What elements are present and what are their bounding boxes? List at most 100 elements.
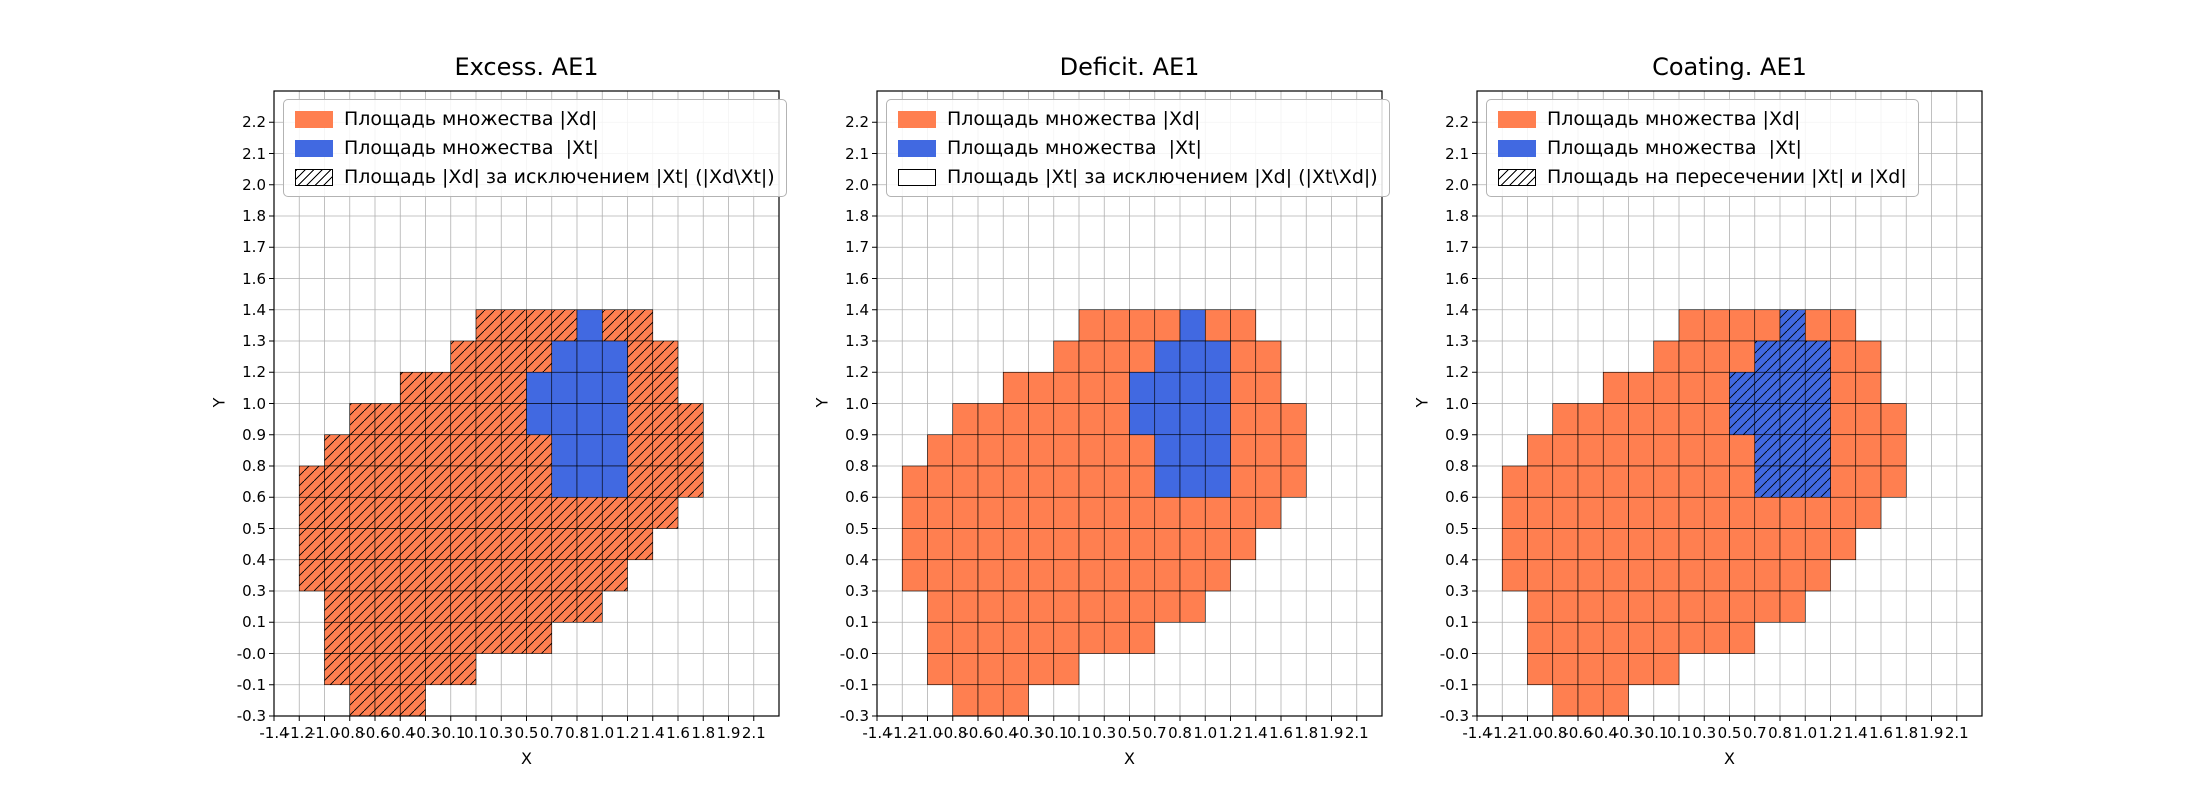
- y-tick-label: -0.1: [839, 675, 869, 694]
- legend-swatch-xd-icon: [295, 110, 333, 128]
- y-tick-label: 1.7: [1445, 238, 1469, 257]
- chart-title: Deficit. AE1: [1059, 53, 1200, 81]
- x-tick-label: 0.8: [1768, 724, 1792, 742]
- y-tick-label: 1.6: [1445, 269, 1469, 288]
- x-tick-label: 0.8: [565, 724, 589, 742]
- x-tick-label: 1.4: [1243, 724, 1268, 742]
- y-tick-label: 0.6: [1445, 488, 1469, 507]
- x-tick-label: 0.1: [464, 724, 488, 742]
- x-tick-label: 2.1: [741, 724, 766, 742]
- y-tick-label: 0.1: [1445, 613, 1469, 632]
- y-tick-label: 2.1: [1445, 144, 1469, 163]
- y-tick-label: -0.1: [1439, 675, 1469, 694]
- y-tick-label: 1.8: [242, 207, 266, 225]
- y-tick-label: 1.4: [845, 300, 869, 319]
- y-tick-label: 1.2: [1445, 363, 1469, 382]
- y-tick-label: 2.0: [1445, 175, 1469, 194]
- x-tick-label: -1.4: [259, 724, 289, 742]
- legend-label: Площадь на пересечении |Xt| и |Xd|: [1547, 166, 1907, 188]
- legend-swatch-hatch-icon: [295, 168, 333, 186]
- x-tick-label: -0.1: [1639, 724, 1669, 742]
- legend-label: Площадь множества |Xd|: [344, 108, 598, 130]
- x-tick-label: 1.8: [1894, 724, 1919, 742]
- x-tick-label: -0.6: [1563, 724, 1593, 742]
- x-tick-label: 1.6: [1869, 724, 1893, 742]
- y-tick-label: 1.7: [242, 238, 266, 257]
- x-tick-label: -0.1: [1039, 724, 1069, 742]
- y-tick-label: 1.6: [845, 269, 869, 288]
- y-tick-label: 1.0: [845, 394, 869, 413]
- x-tick-label: 0.3: [489, 724, 514, 742]
- x-tick-label: 0.3: [1092, 724, 1117, 742]
- y-tick-label: -0.3: [839, 707, 869, 725]
- x-tick-label: 1.0: [1793, 724, 1818, 742]
- x-tick-label: 0.1: [1067, 724, 1091, 742]
- legend-label: Площадь |Xd| за исключением |Xt| (|Xd\Xt…: [344, 166, 775, 188]
- y-tick-label: 1.4: [242, 300, 266, 319]
- x-tick-label: 1.9: [1919, 724, 1944, 742]
- x-axis-label: X: [1124, 749, 1135, 768]
- legend-item: Площадь множества |Xd|: [898, 108, 1378, 130]
- x-tick-label: 1.9: [1319, 724, 1344, 742]
- y-tick-label: 1.0: [1445, 394, 1469, 413]
- legend-swatch-xt-icon: [1498, 139, 1536, 157]
- chart-title: Coating. AE1: [1652, 53, 1807, 81]
- y-tick-label: -0.3: [1439, 707, 1469, 725]
- x-tick-label: -0.3: [1613, 724, 1644, 742]
- y-tick-label: 1.4: [1445, 300, 1469, 319]
- y-tick-label: 0.6: [845, 488, 869, 507]
- legend-swatch-xd-icon: [898, 110, 936, 128]
- y-tick-label: 0.3: [1445, 582, 1469, 600]
- x-tick-label: -0.1: [436, 724, 466, 742]
- legend-item: Площадь множества |Xt|: [898, 137, 1378, 159]
- legend-swatch-xt-icon: [898, 139, 936, 157]
- x-tick-label: 1.2: [615, 724, 640, 742]
- chart-panel-coating: Coating. AE1 Y 2.2 2.1 2.0 1.8 1.7 1.6 1.4 1.3 1…: [1412, 53, 1983, 768]
- x-tick-label: -0.3: [410, 724, 441, 742]
- y-tick-label: 1.3: [1445, 332, 1469, 350]
- x-tick-label: -1.2: [1487, 724, 1517, 742]
- x-tick-label: 1.4: [1843, 724, 1868, 742]
- x-tick-label: 0.8: [1168, 724, 1192, 742]
- x-tick-label: -1.0: [1512, 724, 1543, 742]
- legend-swatch-hatch-icon: [1498, 168, 1536, 186]
- legend-label: Площадь множества |Xt|: [344, 137, 599, 159]
- x-tick-label: -0.3: [1013, 724, 1044, 742]
- legend-label: Площадь множества |Xd|: [947, 108, 1201, 130]
- y-tick-label: 1.3: [845, 332, 869, 350]
- y-tick-label: 1.0: [242, 394, 266, 413]
- x-tick-label: -1.4: [862, 724, 892, 742]
- legend: Площадь множества |Xd| Площадь множества…: [283, 99, 787, 197]
- legend-item: Площадь на пересечении |Xt| и |Xd|: [1498, 166, 1907, 188]
- y-tick-label: 1.6: [242, 269, 266, 288]
- x-tick-label: 0.1: [1667, 724, 1691, 742]
- y-tick-label: 1.8: [1445, 207, 1469, 225]
- x-tick-label: 2.1: [1944, 724, 1969, 742]
- y-tick-label: 0.8: [1445, 457, 1469, 475]
- y-tick-label: 0.3: [242, 582, 266, 600]
- x-tick-label: 0.5: [1117, 724, 1142, 742]
- x-axis-label: X: [521, 749, 532, 768]
- legend-swatch-empty-icon: [898, 168, 936, 186]
- x-tick-label: -1.0: [912, 724, 943, 742]
- x-tick-label: 1.8: [691, 724, 716, 742]
- y-tick-label: 2.2: [1445, 113, 1469, 132]
- y-tick-label: 2.0: [845, 175, 869, 194]
- legend-swatch-xd-icon: [1498, 110, 1536, 128]
- legend-item: Площадь |Xt| за исключением |Xd| (|Xt\Xd…: [898, 166, 1378, 188]
- x-tick-label: -0.8: [938, 724, 968, 742]
- x-tick-label: 1.0: [590, 724, 615, 742]
- y-tick-label: 0.8: [845, 457, 869, 475]
- y-tick-label: 0.5: [845, 519, 869, 538]
- chart-panel-deficit: Deficit. AE1 Y 2.2 2.1 2.0 1.8 1.7 1.6 1.4 1.3 1…: [812, 53, 1390, 768]
- legend-item: Площадь множества |Xd|: [1498, 108, 1907, 130]
- x-tick-label: -0.8: [1538, 724, 1568, 742]
- x-tick-label: -1.0: [309, 724, 340, 742]
- x-tick-label: -0.4: [385, 724, 415, 742]
- legend: Площадь множества |Xd| Площадь множества…: [1486, 99, 1919, 197]
- legend-label: Площадь |Xt| за исключением |Xd| (|Xt\Xd…: [947, 166, 1378, 188]
- legend: Площадь множества |Xd| Площадь множества…: [886, 99, 1390, 197]
- x-tick-label: 1.2: [1218, 724, 1243, 742]
- y-tick-label: -0.3: [236, 707, 266, 725]
